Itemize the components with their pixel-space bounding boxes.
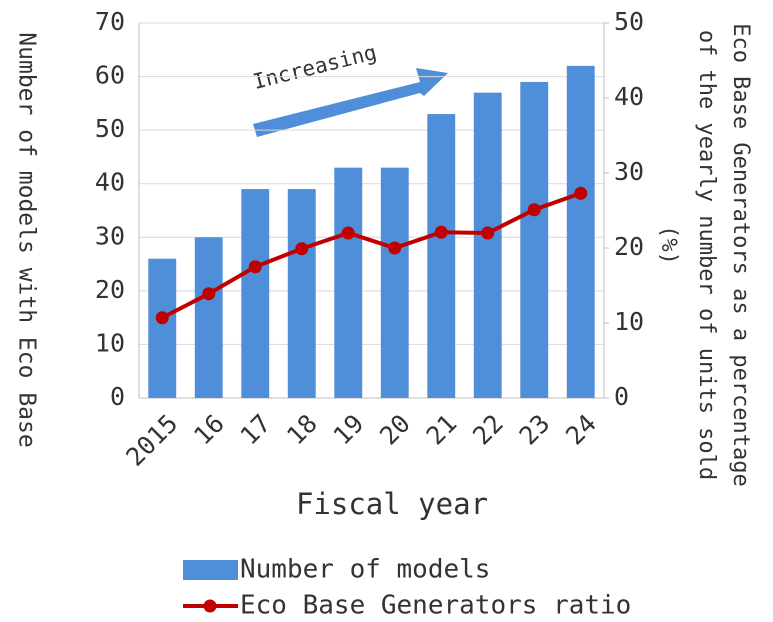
x-tick-label: 21 [421, 409, 463, 451]
y-tick-label: 50 [95, 114, 125, 143]
y2-axis-label: of the yearly number of units sold [694, 30, 719, 480]
y2-axis-label: (%) [656, 225, 681, 265]
y-axis-label: Number of models with Eco Base [14, 32, 40, 447]
y2-tick-label: 40 [614, 82, 644, 111]
y2-tick-label: 30 [614, 157, 644, 186]
line-marker [434, 225, 448, 239]
annotation-arrow [253, 68, 448, 137]
y2-tick-label: 50 [614, 7, 644, 36]
line-marker [527, 203, 541, 217]
y-tick-label: 20 [95, 275, 125, 304]
bar [566, 65, 595, 398]
bar [148, 258, 177, 398]
bar [520, 81, 549, 398]
y2-tick-label: 10 [614, 307, 644, 336]
legend-label: Number of models [240, 555, 490, 585]
y-tick-label: 0 [110, 382, 125, 411]
x-tick-label: 17 [235, 409, 277, 451]
line-marker [388, 241, 402, 255]
line-marker [202, 287, 216, 301]
annotation: Increasing [251, 40, 379, 94]
y2-tick-label: 0 [614, 382, 629, 411]
bar [194, 237, 223, 398]
x-tick-label: 24 [560, 409, 602, 451]
line-marker [155, 311, 169, 325]
line-marker [341, 226, 355, 240]
x-tick-label: 22 [467, 409, 509, 451]
line-marker [248, 260, 262, 274]
x-tick-label: 20 [374, 409, 416, 451]
bar [287, 189, 316, 398]
y-tick-label: 30 [95, 221, 125, 250]
y2-axis-label: Eco Base Generators as a percentage [728, 23, 753, 487]
x-tick-label: 19 [328, 409, 370, 451]
bar [241, 189, 270, 398]
legend-label: Eco Base Generators ratio [240, 591, 631, 621]
y-tick-label: 10 [95, 328, 125, 357]
y-tick-label: 70 [95, 7, 125, 36]
legend-swatch [183, 560, 238, 580]
line [161, 191, 582, 320]
y-tick-label: 60 [95, 61, 125, 90]
x-tick-label: 16 [188, 409, 230, 451]
y2-tick-label: 20 [614, 232, 644, 261]
bar [380, 167, 409, 398]
x-tick-label: 2015 [120, 409, 183, 472]
bar [473, 92, 502, 399]
x-axis-label: Fiscal year [296, 487, 488, 521]
legend-swatch-marker [203, 599, 217, 613]
bar [427, 114, 456, 399]
line-marker [574, 186, 588, 200]
bar [334, 167, 363, 398]
x-tick-label: 18 [281, 409, 323, 451]
line-marker [295, 242, 309, 256]
y-tick-label: 40 [95, 168, 125, 197]
x-tick-label: 23 [514, 409, 556, 451]
line-marker [481, 226, 495, 240]
